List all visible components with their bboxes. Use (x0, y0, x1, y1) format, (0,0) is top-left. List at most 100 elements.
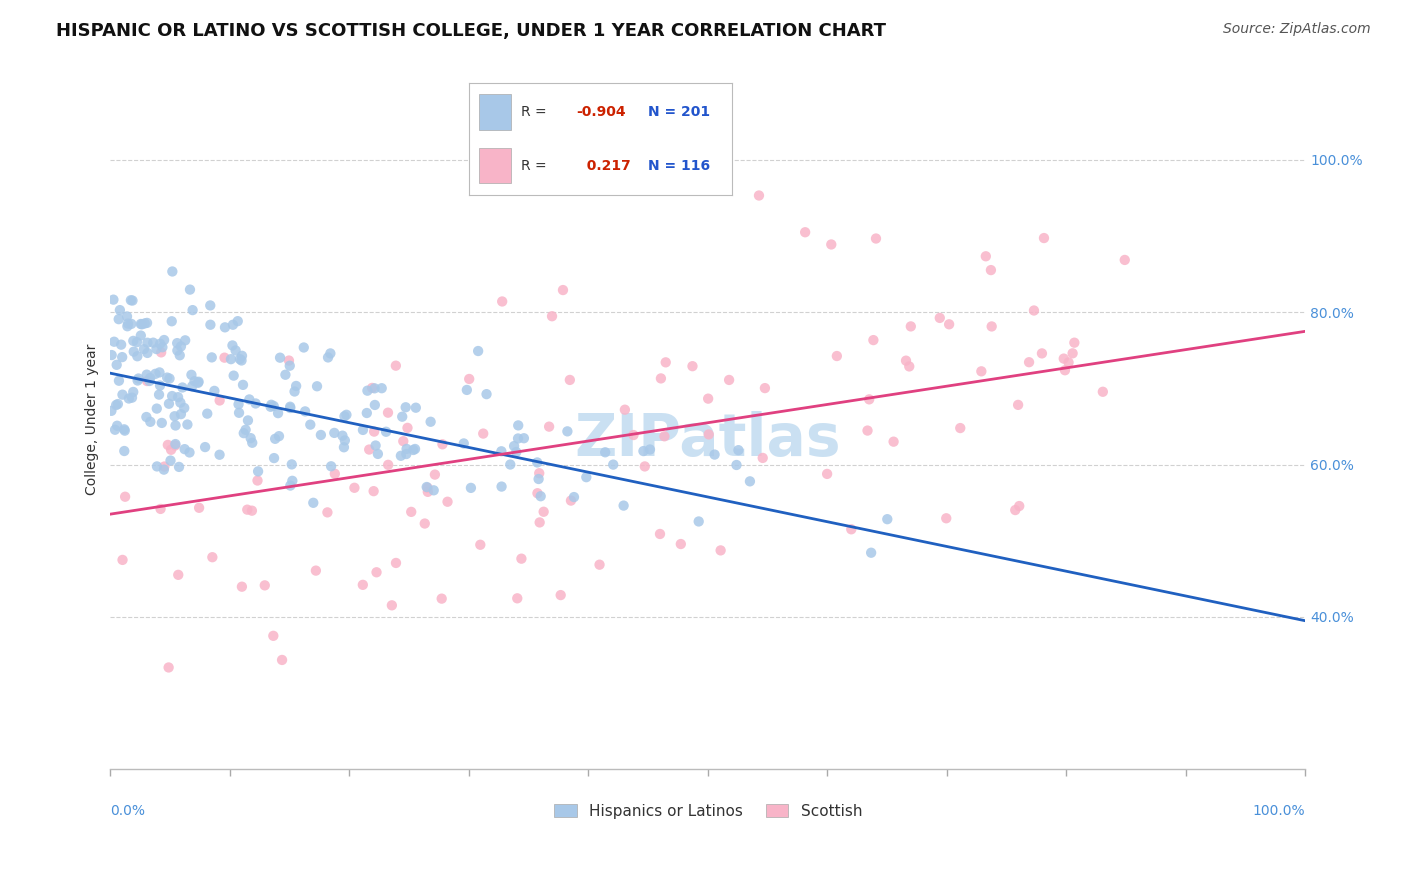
Point (1022, 303, 1045, 318)
Point (558, 373, 581, 387)
Point (738, 475, 761, 489)
Point (228, 397, 250, 411)
Point (260, 398, 283, 412)
Point (533, 505, 555, 519)
Point (815, 467, 838, 481)
Point (422, 483, 444, 498)
Point (669, 537, 692, 551)
Point (136, 335, 159, 350)
Point (475, 387, 498, 401)
Point (928, 310, 950, 325)
Point (222, 368, 245, 383)
Point (201, 550, 224, 565)
Point (121, 391, 143, 405)
Point (294, 404, 316, 418)
Point (146, 401, 169, 416)
Point (228, 406, 250, 420)
Point (506, 432, 529, 446)
Point (219, 352, 242, 367)
Point (682, 359, 704, 374)
Point (105, 398, 128, 412)
Point (239, 431, 262, 445)
Point (416, 484, 439, 499)
Point (389, 449, 412, 463)
Point (970, 364, 993, 378)
Point (1062, 346, 1084, 360)
Point (157, 397, 180, 411)
Point (100, 404, 122, 418)
Point (858, 392, 880, 407)
Point (267, 406, 290, 420)
Point (200, 298, 222, 312)
Point (470, 538, 492, 552)
Legend: Hispanics or Latinos, Scottish: Hispanics or Latinos, Scottish (547, 797, 869, 825)
Point (949, 421, 972, 435)
Point (271, 653, 294, 667)
Point (281, 474, 304, 488)
Point (187, 376, 209, 390)
Point (136, 346, 159, 360)
Point (467, 344, 489, 359)
Point (391, 409, 413, 424)
Point (1004, 503, 1026, 517)
Point (201, 351, 224, 365)
Y-axis label: College, Under 1 year: College, Under 1 year (86, 343, 100, 494)
Point (231, 580, 253, 594)
Point (820, 237, 842, 252)
Point (122, 334, 145, 348)
Point (359, 442, 381, 457)
Point (127, 371, 149, 385)
Point (110, 337, 132, 351)
Point (200, 318, 222, 332)
Point (169, 395, 191, 409)
Point (231, 349, 253, 363)
Point (505, 445, 527, 459)
Point (402, 442, 425, 457)
Point (530, 489, 553, 503)
Point (173, 401, 195, 415)
Point (105, 418, 128, 433)
Point (405, 401, 427, 415)
Point (602, 458, 624, 472)
Point (538, 419, 561, 434)
Point (280, 478, 302, 492)
Point (195, 407, 218, 421)
Point (333, 440, 356, 454)
Point (111, 553, 134, 567)
Point (302, 496, 325, 510)
Point (305, 564, 328, 578)
Point (181, 379, 204, 393)
Point (283, 384, 305, 399)
Point (352, 423, 374, 437)
Point (1008, 499, 1031, 513)
Point (381, 599, 404, 613)
Point (105, 358, 128, 372)
Point (862, 333, 884, 347)
Point (748, 188, 770, 202)
Point (156, 438, 179, 452)
Point (375, 425, 398, 439)
Point (245, 396, 267, 410)
Point (148, 366, 170, 380)
Point (980, 319, 1002, 334)
Point (166, 343, 188, 358)
Point (149, 502, 172, 516)
Point (107, 397, 129, 411)
Point (281, 458, 304, 472)
Point (112, 444, 135, 458)
Point (697, 427, 720, 442)
Point (274, 368, 297, 382)
Point (900, 319, 922, 334)
Point (156, 370, 179, 384)
Point (1063, 335, 1085, 350)
Point (305, 379, 328, 393)
Point (1114, 252, 1136, 267)
Point (225, 343, 247, 358)
Point (145, 342, 167, 356)
Point (162, 264, 184, 278)
Point (159, 453, 181, 467)
Point (153, 459, 176, 474)
Point (173, 442, 195, 457)
Point (267, 429, 290, 443)
Point (510, 551, 533, 566)
